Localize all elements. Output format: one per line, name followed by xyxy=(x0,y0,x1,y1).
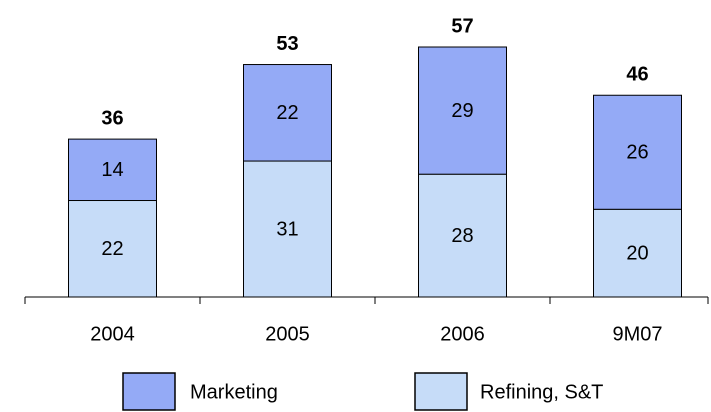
segment-label: 26 xyxy=(626,142,648,164)
x-tick-label: 2005 xyxy=(265,323,310,345)
legend-label: Refining, S&T xyxy=(480,381,603,403)
bar-segment xyxy=(68,138,157,202)
x-tick-label: 2004 xyxy=(90,323,135,345)
segment-label: 28 xyxy=(451,225,473,247)
bar-segment xyxy=(243,160,332,298)
bar-segment xyxy=(593,208,682,298)
total-label: 36 xyxy=(101,107,123,129)
x-tick-label: 9M07 xyxy=(612,323,662,345)
legend-swatch xyxy=(414,372,468,411)
bar-segment xyxy=(68,200,157,298)
x-tick-label: 2006 xyxy=(440,323,485,345)
total-label: 53 xyxy=(276,33,298,55)
legend-label: Marketing xyxy=(190,381,278,403)
segment-label: 31 xyxy=(276,218,298,240)
total-label: 46 xyxy=(626,64,648,86)
legend-swatch xyxy=(122,372,176,411)
segment-label: 20 xyxy=(626,242,648,264)
segment-label: 14 xyxy=(101,159,123,181)
bar-segment xyxy=(593,94,682,210)
bar-segment xyxy=(418,173,507,298)
bar-segment xyxy=(243,64,332,162)
bar-segment xyxy=(418,46,507,175)
segment-label: 22 xyxy=(276,102,298,124)
segment-label: 29 xyxy=(451,100,473,122)
segment-label: 22 xyxy=(101,238,123,260)
total-label: 57 xyxy=(451,15,473,37)
